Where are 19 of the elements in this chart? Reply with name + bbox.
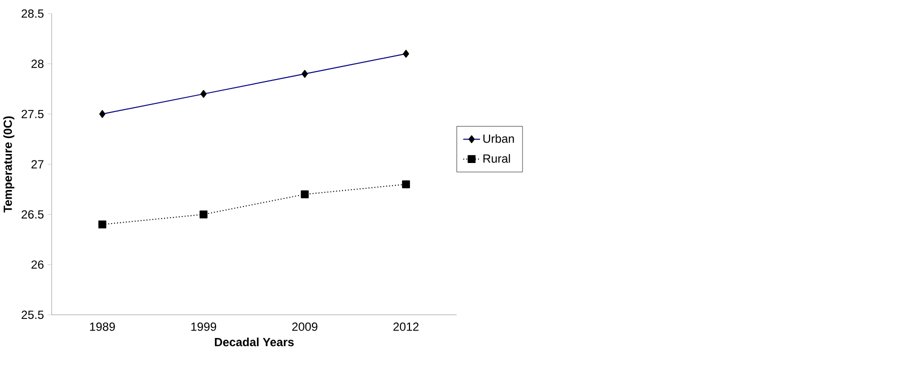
legend-label: Rural [483,154,510,163]
point [98,220,106,228]
point [200,210,208,218]
y-tick-label: 28.5 [22,9,44,18]
y-tick-label: 28 [31,60,44,68]
x-axis-title: Decadal Years [214,338,294,346]
y-tick-label: 26 [31,260,44,269]
y-tick-label: 27.5 [22,110,44,118]
y-tick-label: 27 [31,160,44,168]
legend-label: Urban [483,134,514,143]
x-tick-label: 2009 [292,322,318,331]
point [300,190,309,198]
y-tick-label: 26.5 [22,210,44,219]
x-tick-label: 2012 [393,322,419,331]
y-tick-label: 25.5 [22,310,44,319]
x-tick-label: 1999 [191,322,216,331]
y-axis-title: Temperature (0C) [3,116,14,212]
point [402,180,410,188]
x-tick-label: 1989 [90,322,115,331]
